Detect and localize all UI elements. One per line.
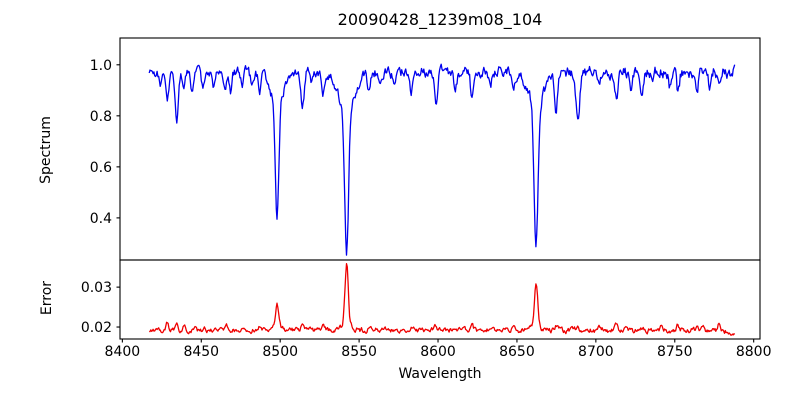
x-tick-label: 8750 (657, 344, 693, 360)
spectrum-y-tick-label: 0.6 (90, 160, 112, 176)
x-axis-label: Wavelength (398, 366, 482, 382)
spectrum-y-tick-label: 0.4 (90, 211, 112, 227)
x-tick-label: 8700 (578, 344, 614, 360)
error-y-tick-label: 0.03 (81, 280, 112, 296)
error-panel-border (119, 259, 761, 340)
error-y-tick-label: 0.02 (81, 320, 112, 336)
plot-title: 20090428_1239m08_104 (337, 10, 543, 29)
spectrum-y-tick-label: 1.0 (90, 58, 112, 74)
spectrum-y-tick-label: 0.8 (90, 109, 112, 125)
x-tick-label: 8500 (262, 344, 298, 360)
x-tick-label: 8400 (105, 344, 141, 360)
x-tick-label: 8450 (183, 344, 219, 360)
x-tick-label: 8550 (341, 344, 377, 360)
error-line (149, 263, 736, 336)
x-tick-label: 8600 (420, 344, 456, 360)
x-tick-label: 8800 (736, 344, 772, 360)
spectrum-line (148, 63, 736, 256)
x-tick-label: 8650 (499, 344, 535, 360)
